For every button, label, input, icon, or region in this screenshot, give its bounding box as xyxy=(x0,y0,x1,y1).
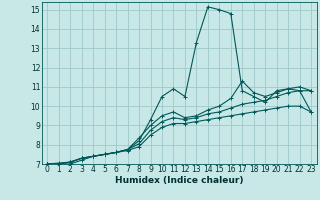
X-axis label: Humidex (Indice chaleur): Humidex (Indice chaleur) xyxy=(115,176,244,185)
